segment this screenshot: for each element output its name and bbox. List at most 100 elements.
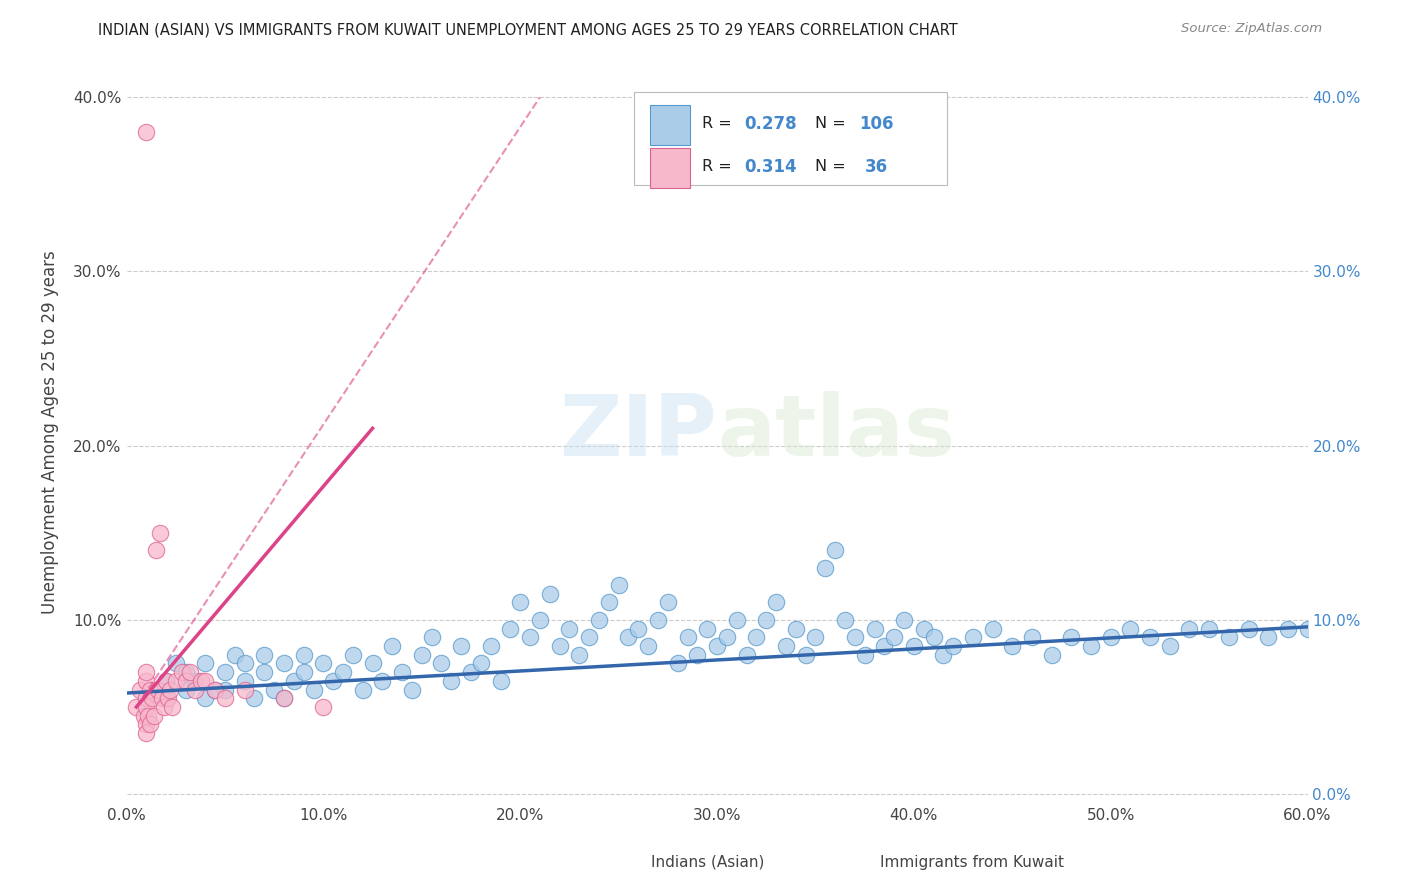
Point — [853, 648, 876, 662]
Point — [873, 639, 896, 653]
Point — [190, 673, 212, 688]
Point — [844, 630, 866, 644]
Point — [125, 700, 148, 714]
Point — [1139, 630, 1161, 644]
Point — [139, 682, 162, 697]
Point — [253, 648, 276, 662]
Point — [184, 682, 207, 697]
Point — [932, 648, 955, 662]
Point — [716, 630, 738, 644]
Point — [1296, 622, 1319, 636]
Point — [135, 665, 157, 680]
Point — [1119, 622, 1142, 636]
Point — [214, 665, 236, 680]
Text: N =: N = — [815, 116, 851, 131]
FancyBboxPatch shape — [650, 105, 690, 145]
Point — [1277, 622, 1299, 636]
Point — [159, 682, 181, 697]
Point — [135, 726, 157, 740]
Point — [814, 560, 837, 574]
Point — [145, 543, 167, 558]
FancyBboxPatch shape — [650, 148, 690, 188]
Point — [155, 673, 177, 688]
Point — [233, 682, 256, 697]
Point — [361, 657, 384, 671]
Point — [134, 708, 156, 723]
Point — [893, 613, 915, 627]
Point — [322, 673, 344, 688]
Text: 0.314: 0.314 — [744, 158, 797, 176]
Point — [194, 673, 217, 688]
Point — [253, 665, 276, 680]
Point — [165, 657, 187, 671]
Point — [627, 622, 650, 636]
Point — [135, 700, 157, 714]
Point — [302, 682, 325, 697]
Point — [342, 648, 364, 662]
Point — [1021, 630, 1043, 644]
Text: INDIAN (ASIAN) VS IMMIGRANTS FROM KUWAIT UNEMPLOYMENT AMONG AGES 25 TO 29 YEARS : INDIAN (ASIAN) VS IMMIGRANTS FROM KUWAIT… — [98, 22, 957, 37]
Point — [588, 613, 610, 627]
Point — [430, 657, 453, 671]
Point — [411, 648, 433, 662]
Point — [755, 613, 778, 627]
Point — [470, 657, 492, 671]
Point — [371, 673, 394, 688]
Point — [558, 622, 581, 636]
Text: ZIP: ZIP — [560, 391, 717, 475]
Point — [578, 630, 600, 644]
Point — [794, 648, 817, 662]
Point — [1178, 622, 1201, 636]
Point — [156, 691, 179, 706]
FancyBboxPatch shape — [825, 845, 877, 879]
Point — [706, 639, 728, 653]
Point — [1001, 639, 1024, 653]
Point — [243, 691, 266, 706]
Point — [1159, 639, 1181, 653]
Point — [214, 691, 236, 706]
Point — [568, 648, 591, 662]
Text: 0.278: 0.278 — [744, 115, 797, 133]
Point — [184, 673, 207, 688]
Point — [273, 691, 295, 706]
Point — [312, 700, 335, 714]
Point — [1218, 630, 1240, 644]
Point — [273, 691, 295, 706]
Point — [598, 595, 620, 609]
Point — [479, 639, 502, 653]
Point — [160, 700, 183, 714]
Text: N =: N = — [815, 160, 851, 174]
Point — [962, 630, 984, 644]
Point — [647, 613, 669, 627]
Text: Source: ZipAtlas.com: Source: ZipAtlas.com — [1181, 22, 1322, 36]
FancyBboxPatch shape — [595, 845, 647, 879]
Point — [174, 673, 197, 688]
Point — [785, 622, 807, 636]
Point — [529, 613, 551, 627]
Point — [129, 682, 152, 697]
Point — [135, 717, 157, 731]
Point — [292, 665, 315, 680]
Point — [352, 682, 374, 697]
Point — [1237, 622, 1260, 636]
Point — [391, 665, 413, 680]
Point — [381, 639, 404, 653]
Point — [637, 639, 659, 653]
Point — [676, 630, 699, 644]
Point — [499, 622, 522, 636]
Point — [440, 673, 463, 688]
Point — [204, 682, 226, 697]
Point — [214, 682, 236, 697]
Point — [824, 543, 846, 558]
Point — [165, 673, 187, 688]
Point — [420, 630, 443, 644]
Point — [519, 630, 541, 644]
Point — [745, 630, 768, 644]
Point — [143, 708, 166, 723]
Point — [834, 613, 856, 627]
Text: R =: R = — [702, 160, 737, 174]
Point — [312, 657, 335, 671]
Point — [509, 595, 531, 609]
Text: Indians (Asian): Indians (Asian) — [651, 855, 765, 870]
Point — [149, 525, 172, 540]
